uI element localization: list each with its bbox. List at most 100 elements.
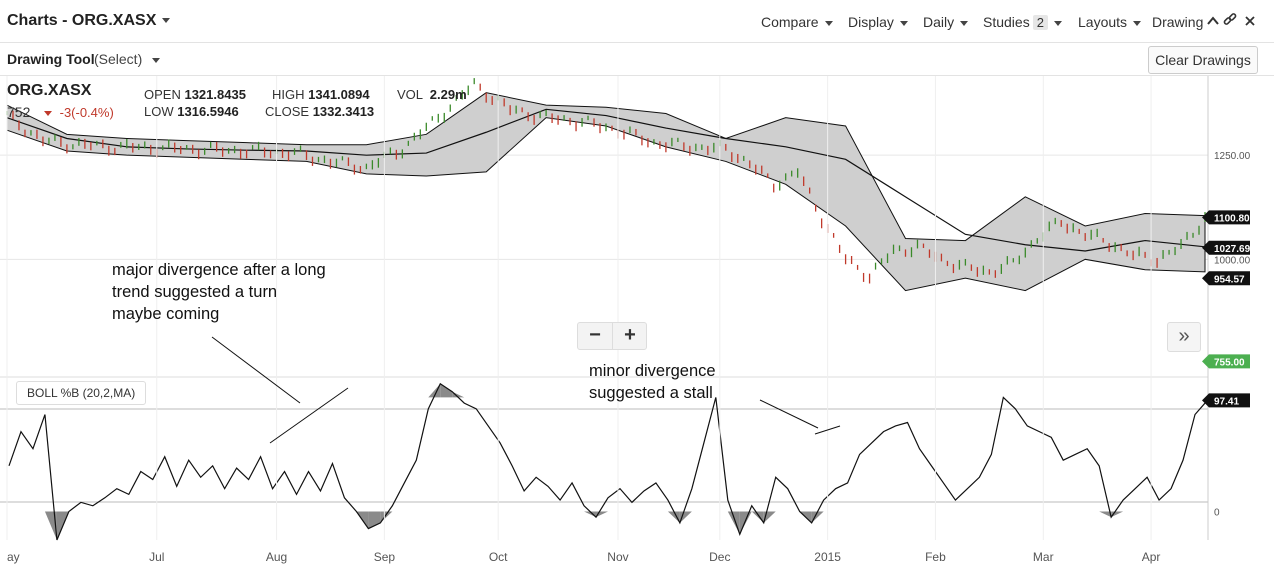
close-number: 1332.3413 <box>312 104 375 119</box>
price-callout: 1100.80 <box>1214 213 1250 224</box>
price-change: -3(-0.4%) <box>59 105 114 120</box>
x-tick-label: ay <box>7 550 20 564</box>
chevron-down-icon <box>899 20 908 26</box>
chart-title-dropdown[interactable]: Charts - ORG.XASX <box>7 12 171 30</box>
y-tick-label: 1000.00 <box>1214 255 1251 266</box>
trendline-minor[interactable] <box>814 425 841 435</box>
bollinger-middle-line <box>6 108 1206 252</box>
scroll-forward-button[interactable]: » <box>1167 322 1201 352</box>
x-tick-label: Oct <box>489 550 508 564</box>
annotation-pointer-minor <box>759 399 819 429</box>
volume-value: VOL 2.29m <box>397 87 467 102</box>
percent-b-extreme-fill <box>667 511 680 523</box>
open-number: 1321.8435 <box>184 87 246 102</box>
x-tick-label: Aug <box>266 550 287 564</box>
chevron-down-icon <box>162 18 171 24</box>
chevron-down-icon <box>1133 20 1142 26</box>
vol-number: 2.29m <box>429 87 467 102</box>
chevron-down-icon <box>960 20 969 26</box>
percent-b-extreme-fill <box>811 511 824 523</box>
link-icon[interactable] <box>1223 13 1237 27</box>
percent-b-callout: 97.41 <box>1214 396 1239 407</box>
percent-b-extreme-fill <box>727 511 740 535</box>
price-callout-bg <box>1202 354 1250 369</box>
percent-b-line <box>8 382 1208 541</box>
x-tick-label: Jul <box>149 550 164 564</box>
annotation-minor-line1: minor divergence <box>589 362 716 380</box>
percent-b-extreme-fill <box>452 391 465 398</box>
x-tick-label: 2015 <box>814 550 841 564</box>
top-bar: Charts - ORG.XASX Compare Display Daily … <box>0 0 1274 43</box>
x-tick-label: Sep <box>374 550 396 564</box>
studies-label: Studies <box>983 14 1030 30</box>
zoom-out-button[interactable]: − <box>589 324 601 346</box>
compare-menu[interactable]: Compare <box>761 14 833 30</box>
y-tick-label: 0 <box>1214 507 1220 518</box>
studies-count-badge: 2 <box>1032 15 1048 30</box>
study-label[interactable]: BOLL %B (20,2,MA) <box>16 381 147 405</box>
x-tick-label: Nov <box>607 550 628 564</box>
low-number: 1316.5946 <box>177 104 239 119</box>
layouts-label: Layouts <box>1078 14 1128 30</box>
clear-drawings-button[interactable]: Clear Drawings <box>1148 46 1258 74</box>
price-callout: 755.00 <box>1214 357 1245 368</box>
close-icon[interactable] <box>1245 16 1255 26</box>
periodicity-label: Daily <box>923 14 955 30</box>
trendline-major[interactable] <box>269 387 349 444</box>
layouts-menu[interactable]: Layouts <box>1078 14 1142 30</box>
drawing-toolbar: Drawing Tool (Select) Clear Drawings <box>0 43 1274 76</box>
chevron-down-icon <box>824 20 833 26</box>
percent-b-extreme-fill <box>428 383 441 398</box>
percent-b-extreme-fill <box>356 511 369 529</box>
x-tick-label: Dec <box>709 550 730 564</box>
price-callout-bg <box>1202 210 1250 225</box>
vol-label: VOL <box>397 87 423 102</box>
annotation-major[interactable]: major divergence after a long trend sugg… <box>112 259 326 325</box>
display-label: Display <box>848 14 894 30</box>
percent-b-callout-bg <box>1202 393 1250 408</box>
chevron-down-icon <box>1053 20 1062 26</box>
compare-label: Compare <box>761 14 819 30</box>
open-label: OPEN <box>144 87 181 102</box>
studies-menu[interactable]: Studies 2 <box>983 14 1062 30</box>
symbol-text: ORG.XASX <box>7 82 92 99</box>
percent-b-extreme-fill <box>1099 511 1112 518</box>
drawing-tool-mode: (Select) <box>94 51 143 67</box>
drawing-tool-select[interactable]: (Select) <box>94 51 161 67</box>
chevron-down-icon <box>152 57 161 63</box>
low-label: LOW <box>144 104 174 119</box>
annotation-major-line3: maybe coming <box>112 305 220 323</box>
drawing-label: Drawing <box>1152 14 1204 30</box>
down-arrow-icon <box>43 111 52 117</box>
symbol-label: ORG.XASX <box>7 82 91 100</box>
price-callout: 954.57 <box>1214 274 1245 285</box>
zoom-in-button[interactable]: + <box>612 323 647 349</box>
close-value: CLOSE 1332.3413 <box>265 104 374 119</box>
percent-b-extreme-fill <box>440 383 453 398</box>
drawing-tool-label: Drawing Tool <box>7 51 95 67</box>
annotation-minor[interactable]: minor divergence suggested a stall <box>589 360 716 404</box>
percent-b-extreme-fill <box>44 511 57 540</box>
high-value: HIGH 1341.0894 <box>272 87 370 102</box>
low-value: LOW 1316.5946 <box>144 104 239 119</box>
price-callout-bg <box>1202 271 1250 286</box>
percent-b-extreme-fill <box>584 511 597 518</box>
percent-b-extreme-fill <box>380 511 393 523</box>
y-tick-label: 1250.00 <box>1214 151 1251 162</box>
chevron-up-icon[interactable] <box>1207 16 1219 26</box>
price-callout: 1027.69 <box>1214 244 1251 255</box>
percent-b-extreme-fill <box>763 511 776 523</box>
drawing-menu[interactable]: Drawing <box>1152 14 1203 30</box>
chart-title: Charts - ORG.XASX <box>7 12 157 29</box>
annotation-pointer-major <box>211 336 301 404</box>
percent-b-extreme-fill <box>751 511 764 523</box>
high-number: 1341.0894 <box>308 87 370 102</box>
annotation-minor-line2: suggested a stall <box>589 384 713 402</box>
bollinger-band <box>6 92 1206 292</box>
display-menu[interactable]: Display <box>848 14 908 30</box>
annotation-major-line1: major divergence after a long <box>112 261 326 279</box>
x-tick-label: Mar <box>1033 550 1054 564</box>
last-price: 752 <box>7 104 31 120</box>
periodicity-menu[interactable]: Daily <box>923 14 969 30</box>
